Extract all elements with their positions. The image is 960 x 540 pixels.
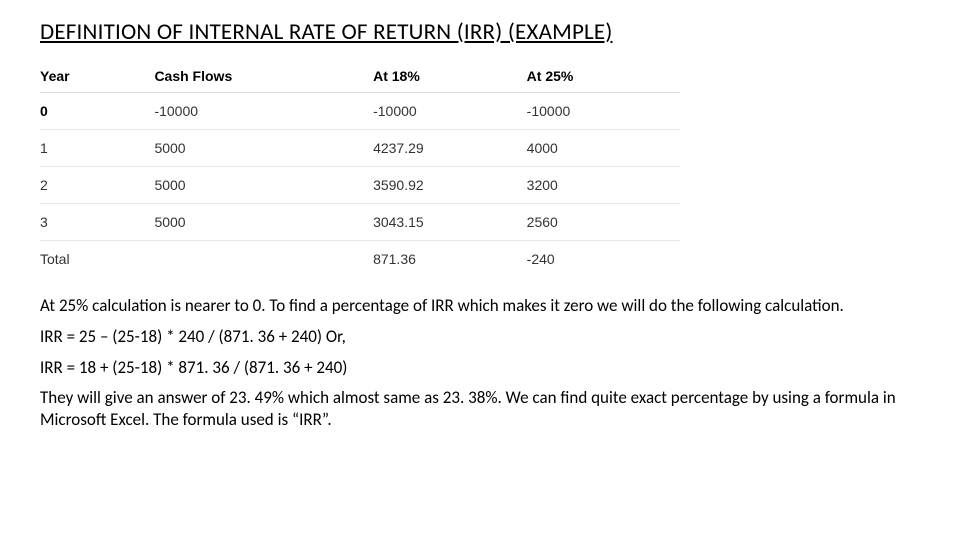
cell-gap	[336, 130, 373, 167]
slide-page: DEFINITION OF INTERNAL RATE OF RETURN (I…	[0, 0, 960, 431]
col-header-rate2: At 25%	[527, 60, 680, 93]
table-row: 3 5000 3043.15 2560	[40, 204, 680, 241]
cell-r2: 4000	[527, 130, 680, 167]
cell-year: 0	[40, 93, 154, 130]
cell-year: 1	[40, 130, 154, 167]
cell-cash: 5000	[154, 130, 336, 167]
table-row: 1 5000 4237.29 4000	[40, 130, 680, 167]
table-row: 0 -10000 -10000 -10000	[40, 93, 680, 130]
paragraph: IRR = 25 – (25-18) * 240 / (871. 36 + 24…	[40, 326, 920, 348]
cell-year: 3	[40, 204, 154, 241]
slide-title: DEFINITION OF INTERNAL RATE OF RETURN (I…	[40, 18, 920, 46]
cell-r1: -10000	[373, 93, 527, 130]
cell-r2: -10000	[527, 93, 680, 130]
cell-gap	[336, 167, 373, 204]
table-body: 0 -10000 -10000 -10000 1 5000 4237.29 40…	[40, 93, 680, 278]
table-row: Total 871.36 -240	[40, 241, 680, 278]
col-header-rate1: At 18%	[373, 60, 527, 93]
cell-year: 2	[40, 167, 154, 204]
cell-r2: 3200	[527, 167, 680, 204]
cell-r1: 3590.92	[373, 167, 527, 204]
paragraph: They will give an answer of 23. 49% whic…	[40, 387, 920, 431]
cell-r1: 3043.15	[373, 204, 527, 241]
table-row: 2 5000 3590.92 3200	[40, 167, 680, 204]
cell-r1: 4237.29	[373, 130, 527, 167]
paragraph: At 25% calculation is nearer to 0. To fi…	[40, 295, 920, 317]
cell-gap	[336, 93, 373, 130]
col-header-year: Year	[40, 60, 154, 93]
cell-cash: 5000	[154, 204, 336, 241]
cell-gap	[336, 204, 373, 241]
col-header-gap	[336, 60, 373, 93]
cell-cash: 5000	[154, 167, 336, 204]
paragraph: IRR = 18 + (25-18) * 871. 36 / (871. 36 …	[40, 357, 920, 379]
cell-r1: 871.36	[373, 241, 527, 278]
col-header-cash: Cash Flows	[154, 60, 336, 93]
explanation-text: At 25% calculation is nearer to 0. To fi…	[40, 295, 920, 431]
cell-cash: -10000	[154, 93, 336, 130]
cell-r2: 2560	[527, 204, 680, 241]
cell-r2: -240	[527, 241, 680, 278]
table-header-row: Year Cash Flows At 18% At 25%	[40, 60, 680, 93]
cell-gap	[336, 241, 373, 278]
cell-cash	[154, 241, 336, 278]
irr-table: Year Cash Flows At 18% At 25% 0 -10000 -…	[40, 60, 680, 277]
cell-year: Total	[40, 241, 154, 278]
